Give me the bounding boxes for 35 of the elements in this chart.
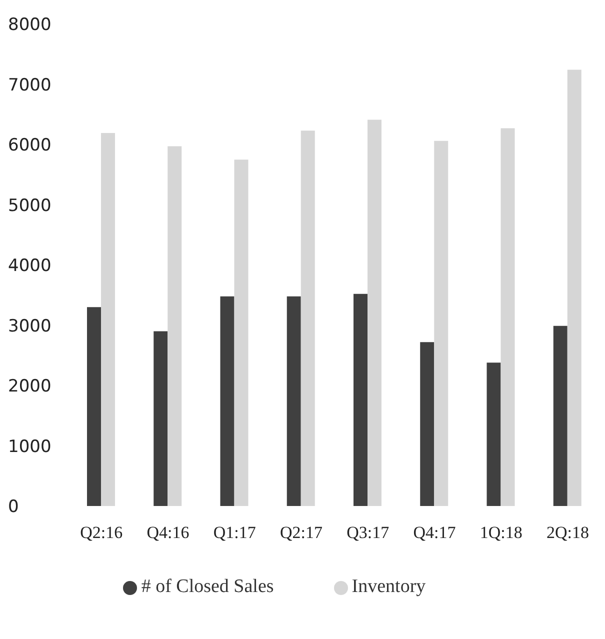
y-tick-label: 8000 — [8, 15, 52, 36]
legend-label: Inventory — [352, 576, 426, 597]
x-tick-label: 1Q:18 — [480, 523, 522, 542]
bar — [553, 326, 568, 506]
bar — [101, 133, 115, 506]
bar — [354, 294, 368, 506]
bar — [87, 307, 101, 506]
bar — [567, 70, 582, 506]
bar — [234, 160, 248, 506]
bar — [168, 146, 182, 506]
x-tick-label: Q2:17 — [280, 523, 323, 542]
y-tick-label: 7000 — [8, 75, 52, 96]
y-tick-label: 0 — [8, 497, 19, 518]
bar — [300, 130, 315, 506]
x-tick-label: Q1:17 — [213, 523, 256, 542]
y-tick-label: 4000 — [8, 256, 52, 276]
x-tick-label: Q4:16 — [146, 523, 190, 542]
y-tick-label: 6000 — [8, 136, 52, 156]
bar — [434, 140, 448, 506]
y-tick-label: 3000 — [8, 316, 52, 336]
bar — [368, 120, 382, 506]
x-tick-label: 2Q:18 — [546, 523, 589, 542]
x-tick-label: Q4:17 — [413, 523, 456, 542]
y-tick-label: 1000 — [8, 436, 52, 457]
y-tick-label: 2000 — [8, 376, 52, 397]
x-tick-label: Q3:17 — [346, 523, 390, 542]
bar — [286, 296, 301, 506]
legend-label: # of Closed Sales — [141, 576, 274, 597]
bar — [420, 342, 434, 506]
bar — [154, 331, 168, 506]
bar — [500, 128, 515, 506]
y-tick-label: 5000 — [8, 196, 52, 216]
bar — [220, 296, 234, 506]
bar — [486, 362, 501, 506]
x-tick-label: Q2:16 — [80, 523, 123, 542]
